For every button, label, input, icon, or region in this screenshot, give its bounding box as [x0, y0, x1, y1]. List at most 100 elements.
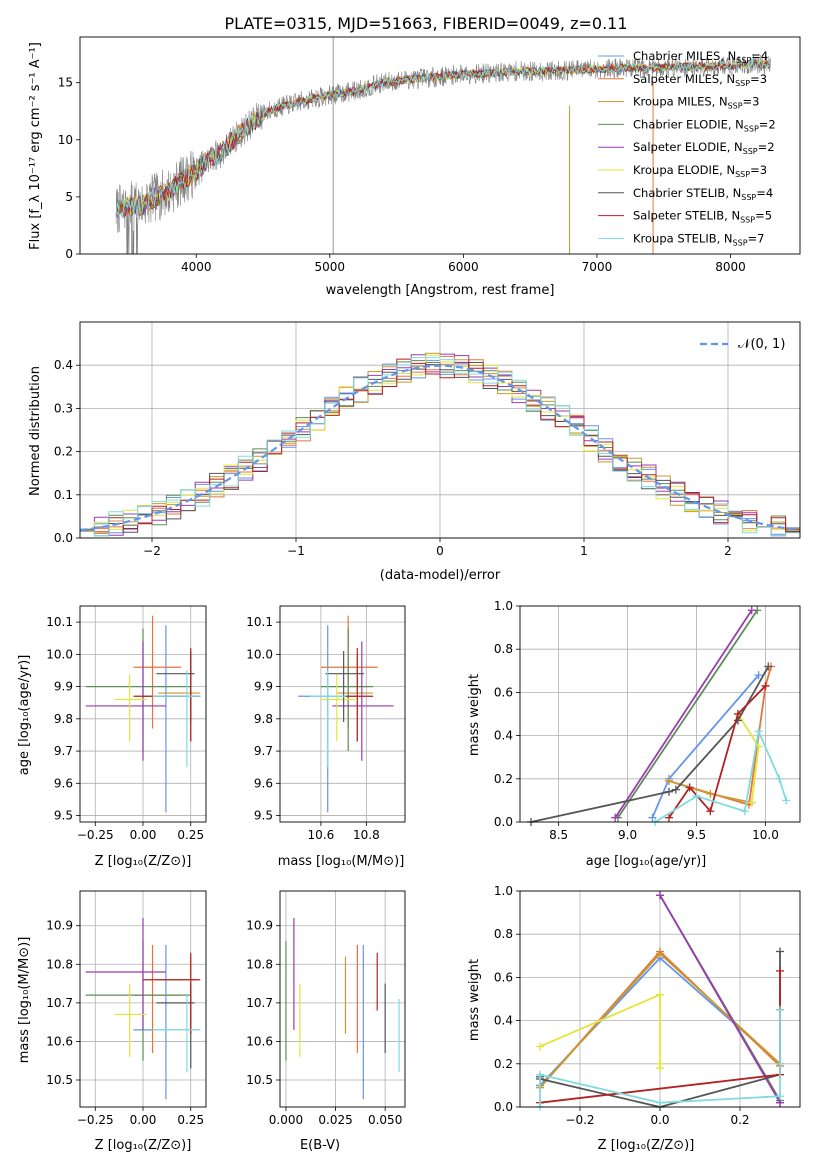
- mass-vs-Z-y-tick-label: 10.9: [46, 919, 73, 933]
- weight-vs-age-point-marker: [671, 785, 680, 794]
- mass-vs-Z-y-tick-label: 10.7: [46, 996, 73, 1010]
- spectrum-x-tick-label: 6000: [448, 260, 479, 274]
- weight-vs-age-series-line: [614, 609, 753, 819]
- weight-vs-age-y-tick-label: 0.0: [494, 815, 513, 829]
- residuals-y-label: Normed distribution: [28, 366, 43, 496]
- age-vs-mass-y-tick-label: 9.6: [254, 776, 273, 790]
- weight-vs-age-point-marker: [754, 671, 763, 680]
- legend-label-value: =3: [743, 95, 760, 109]
- age-vs-Z-x-tick-label: −0.25: [77, 828, 114, 842]
- residuals-y-tick-label: 0.3: [54, 401, 73, 415]
- mass-vs-Z-plot-area: −0.25 0.00 0.25 10.5 10.6 10.7 10.8 10.9: [46, 890, 207, 1127]
- mass-vs-ebv-y-tick-label: 10.6: [246, 1034, 273, 1048]
- age-vs-mass-panel: 10.6 10.8 9.5 9.6 9.7 9.8 9.9 10.0 10.1 mass [lo…: [246, 605, 406, 869]
- weight-vs-age-series-line: [654, 728, 788, 823]
- legend-label-text: Salpeter STELIB, N: [633, 209, 740, 223]
- spectrum-x-tick-label: 8000: [715, 260, 746, 274]
- legend-label-value: =4: [751, 49, 768, 63]
- age-vs-Z-x-tick-label: 0.25: [177, 828, 204, 842]
- weight-vs-age-point-marker: [782, 796, 791, 805]
- weight-vs-Z-plot-area: −0.2 0.0 0.2 0.0 0.2 0.4 0.6 0.8 1.0: [494, 884, 801, 1127]
- legend-label: Kroupa ELODIE, NSSP=3: [633, 163, 767, 179]
- weight-vs-Z-point-marker: [656, 949, 664, 958]
- weight-vs-age-y-tick-label: 1.0: [494, 599, 513, 613]
- age-vs-Z-x-label: Z [log₁₀(Z/Z⊙)]: [95, 854, 192, 869]
- residuals-x-tick-label: 0: [436, 544, 444, 558]
- mass-vs-ebv-plot-area: 0.000 0.025 0.050 10.5 10.6 10.7 10.8 10.9: [246, 890, 406, 1127]
- mass-vs-ebv-panel: 0.000 0.025 0.050 10.5 10.6 10.7 10.8 10.9 E(B-…: [246, 890, 406, 1153]
- legend-label-sub: SSP: [740, 216, 755, 225]
- spectrum-axes-frame: [79, 36, 801, 255]
- weight-vs-age-y-label: mass weight: [467, 674, 482, 756]
- normal-pdf-curve: [80, 364, 800, 532]
- weight-vs-Z-point-marker: [776, 1059, 784, 1068]
- age-vs-Z-y-tick-label: 10.1: [46, 615, 73, 629]
- spectrum-y-tick-label: 10: [58, 133, 73, 147]
- legend-label: Kroupa STELIB, NSSP=7: [633, 231, 764, 247]
- legend-label-value: =4: [756, 186, 773, 200]
- weight-vs-age-series-line: [668, 685, 767, 819]
- legend-label: Chabrier STELIB, NSSP=4: [633, 186, 773, 202]
- age-vs-Z-errorbars: [85, 615, 201, 813]
- age-vs-Z-y-tick-label: 9.9: [54, 680, 73, 694]
- legend-label: Chabrier MILES, NSSP=4: [633, 49, 768, 65]
- weight-vs-age-y-tick-label: 0.4: [494, 729, 513, 743]
- residuals-x-tick-label: 2: [724, 544, 732, 558]
- weight-vs-age-point-marker: [761, 681, 770, 690]
- weight-vs-age-point-marker: [733, 710, 742, 718]
- legend-label-text: Kroupa MILES, N: [633, 95, 728, 109]
- spectrum-legend: Chabrier MILES, NSSP=4 Salpeter MILES, NS…: [598, 49, 776, 247]
- weight-vs-age-series-line: [617, 609, 758, 819]
- weight-vs-age-point-marker: [706, 807, 715, 816]
- weight-vs-age-point-marker: [648, 813, 657, 822]
- legend-label-sub: SSP: [735, 79, 750, 88]
- mass-vs-ebv-x-tick-label: 0.025: [318, 1113, 352, 1127]
- legend-label-sub: SSP: [741, 193, 756, 202]
- weight-vs-Z-series-line: [539, 993, 661, 1069]
- legend-label-text: Kroupa ELODIE, N: [633, 163, 735, 177]
- spectrum-y-tick-label: 0: [65, 247, 73, 261]
- weight-vs-age-plot-area: 8.5 9.0 9.5 10.0 0.0 0.2 0.4 0.6 0.8 1.0: [494, 599, 801, 842]
- residuals-histograms: [80, 352, 800, 537]
- residual-histogram-step: [80, 362, 800, 533]
- residuals-x-tick-label: −1: [287, 544, 305, 558]
- weight-vs-Z-point-marker: [536, 1042, 544, 1051]
- age-vs-mass-y-tick-label: 10.1: [246, 615, 273, 629]
- weight-vs-age-point-marker: [775, 774, 784, 783]
- weight-vs-Z-series-line: [659, 894, 781, 1104]
- legend-label-sub: SSP: [736, 56, 751, 65]
- weight-vs-Z-point-marker: [776, 1005, 784, 1014]
- mass-vs-Z-y-tick-label: 10.8: [46, 957, 73, 971]
- weight-vs-age-point-marker: [664, 813, 673, 822]
- age-vs-Z-y-tick-label: 10.0: [46, 647, 73, 661]
- legend-label: Salpeter MILES, NSSP=3: [633, 72, 767, 88]
- legend-label-sub: SSP: [735, 170, 750, 179]
- age-vs-mass-axes-frame: [279, 605, 406, 823]
- legend-label-value: =3: [750, 163, 767, 177]
- age-vs-Z-y-label: age [log₁₀(age/yr)]: [17, 655, 32, 776]
- age-vs-mass-x-tick-label: 10.8: [353, 828, 380, 842]
- legend-label-text: Salpeter ELODIE, N: [633, 140, 743, 154]
- legend-label-value: =2: [759, 117, 776, 131]
- age-vs-Z-y-tick-label: 9.5: [54, 809, 73, 823]
- mass-vs-Z-x-tick-label: 0.25: [177, 1113, 204, 1127]
- age-vs-mass-errorbars: [298, 615, 394, 813]
- spectrum-x-tick-label: 4000: [181, 260, 212, 274]
- mass-vs-ebv-errorbars: [285, 918, 400, 1100]
- residuals-x-label: (data-model)/error: [380, 568, 501, 583]
- age-vs-mass-x-label: mass [log₁₀(M/M⊙)]: [278, 854, 405, 869]
- weight-vs-Z-point-marker: [656, 1098, 664, 1107]
- spectrum-lines: [115, 37, 771, 254]
- residuals-legend: 𝒩(0, 1): [700, 337, 785, 352]
- mass-vs-ebv-y-tick-label: 10.9: [246, 919, 273, 933]
- mass-vs-Z-y-tick-label: 10.6: [46, 1034, 73, 1048]
- weight-vs-age-panel: 8.5 9.0 9.5 10.0 0.0 0.2 0.4 0.6 0.8 1.0 age [log…: [467, 599, 801, 869]
- weight-vs-Z-y-tick-label: 0.2: [494, 1057, 513, 1071]
- legend-label: Salpeter ELODIE, NSSP=2: [633, 140, 775, 156]
- mass-vs-Z-y-tick-label: 10.5: [46, 1073, 73, 1087]
- weight-vs-age-point-marker: [747, 606, 756, 615]
- legend-label-text: Kroupa STELIB, N: [633, 231, 733, 245]
- weight-vs-Z-point-marker: [656, 891, 664, 900]
- weight-vs-Z-series-line: [539, 1009, 781, 1107]
- weight-vs-Z-y-tick-label: 0.6: [494, 970, 513, 984]
